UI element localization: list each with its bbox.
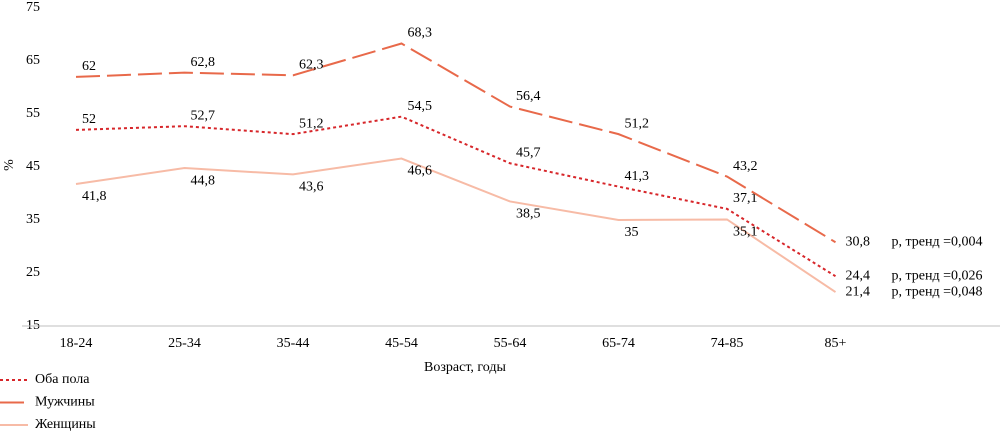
x-tick-label: 85+: [825, 336, 847, 351]
y-tick-label: 45: [26, 159, 40, 174]
value-label: 44,8: [191, 173, 216, 188]
value-label: 54,5: [408, 99, 433, 114]
legend-label: Оба пола: [35, 372, 90, 387]
value-label: 68,3: [408, 26, 433, 41]
value-label: 37,1: [733, 191, 758, 206]
y-tick-label: 25: [26, 265, 40, 280]
y-tick-label: 65: [26, 53, 40, 68]
legend-label: Женщины: [35, 417, 96, 432]
x-tick-label: 65-74: [602, 336, 635, 351]
value-label: 43,2: [733, 159, 758, 174]
value-label: 56,4: [516, 89, 541, 104]
value-label: 52,7: [191, 108, 216, 123]
x-tick-label: 18-24: [60, 336, 93, 351]
value-label: 38,5: [516, 207, 541, 222]
value-label: 51,2: [625, 116, 650, 131]
x-tick-label: 55-64: [494, 336, 527, 351]
value-label: 45,7: [516, 146, 541, 161]
annotation: р, тренд =0,026: [892, 268, 983, 283]
value-label: 52: [82, 112, 96, 127]
value-label: 62: [82, 59, 96, 74]
annotation: р, тренд =0,048: [892, 284, 983, 299]
series-line: [75, 115, 837, 278]
x-axis-label: Возраст, годы: [424, 360, 506, 375]
value-label: 43,6: [299, 180, 324, 195]
value-label: 35,1: [733, 225, 758, 240]
value-label: 30,8: [846, 234, 871, 249]
x-tick-label: 45-54: [385, 336, 418, 351]
value-label: 62,8: [191, 55, 216, 70]
y-axis-label: %: [2, 159, 17, 171]
series-line: [75, 42, 837, 244]
y-tick-label: 75: [26, 0, 40, 15]
value-label: 35: [625, 225, 639, 240]
value-label: 21,4: [846, 284, 871, 299]
value-label: 51,2: [299, 116, 324, 131]
series-line: [75, 157, 837, 293]
value-label: 41,8: [82, 189, 107, 204]
value-label: 62,3: [299, 58, 324, 73]
annotation: р, тренд =0,004: [892, 234, 983, 249]
y-tick-label: 55: [26, 106, 40, 121]
x-tick-label: 25-34: [168, 336, 201, 351]
x-tick-label: 74-85: [711, 336, 744, 351]
y-tick-label: 35: [26, 212, 40, 227]
value-label: 46,6: [408, 164, 433, 179]
value-label: 41,3: [625, 169, 650, 184]
legend-label: Мужчины: [35, 395, 95, 410]
x-tick-label: 35-44: [277, 336, 310, 351]
value-label: 24,4: [846, 268, 871, 283]
